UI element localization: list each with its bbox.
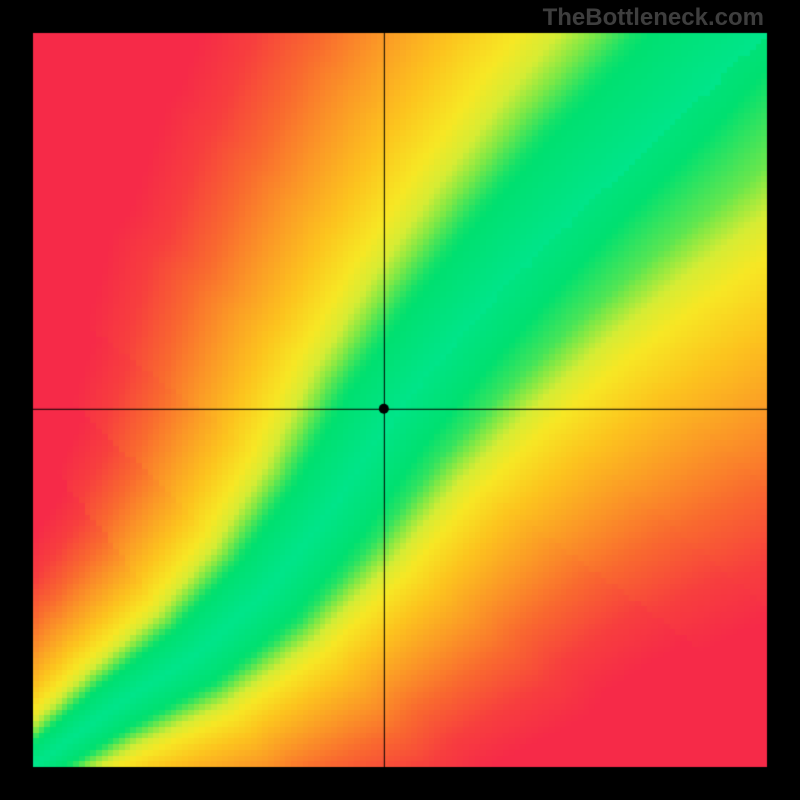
- bottleneck-heatmap: [0, 0, 800, 800]
- watermark-text: TheBottleneck.com: [543, 4, 764, 32]
